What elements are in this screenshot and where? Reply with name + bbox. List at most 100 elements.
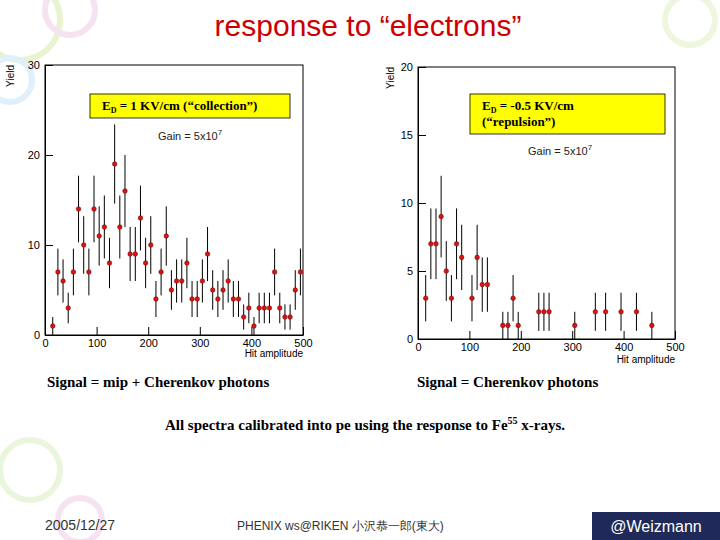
data-point <box>138 216 143 221</box>
y-axis-title: Yield <box>385 67 396 89</box>
gain-text: Gain = 5x10 <box>528 145 588 157</box>
x-tick: 100 <box>461 331 479 353</box>
data-point <box>449 296 454 301</box>
y-tick: 10 <box>401 197 426 209</box>
data-point <box>470 296 475 301</box>
data-point <box>262 306 267 311</box>
x-tick: 500 <box>666 331 684 353</box>
x-tick-mark <box>572 331 573 339</box>
data-point <box>112 162 117 167</box>
data-point <box>536 310 541 315</box>
x-tick-mark <box>251 327 252 335</box>
data-point <box>143 261 148 266</box>
y-tick-label: 0 <box>34 329 40 341</box>
y-tick-mark <box>418 135 426 136</box>
data-points <box>50 124 302 335</box>
x-tick: 200 <box>512 331 530 353</box>
x-tick-label: 0 <box>415 341 421 353</box>
data-point <box>252 324 257 329</box>
data-point <box>133 252 138 257</box>
data-point <box>154 297 159 302</box>
gain-label: Gain = 5x107 <box>528 143 593 157</box>
data-point <box>231 297 236 302</box>
data-point <box>205 252 210 257</box>
y-tick-mark <box>418 67 426 68</box>
x-tick-label: 100 <box>88 337 106 349</box>
x-tick: 400 <box>615 331 633 353</box>
x-tick: 500 <box>294 327 312 349</box>
data-point <box>92 207 97 212</box>
data-point <box>542 310 547 315</box>
data-point <box>179 279 184 284</box>
data-point <box>511 296 516 301</box>
data-point <box>107 261 112 266</box>
annotation-line: (“repulsion”) <box>482 114 555 129</box>
data-point <box>288 315 293 320</box>
annotation-box <box>90 94 290 118</box>
data-point <box>475 255 480 260</box>
data-point <box>293 288 298 293</box>
y-tick: 20 <box>401 61 426 73</box>
data-point <box>506 323 511 328</box>
x-tick: 200 <box>140 327 158 349</box>
data-point <box>123 189 128 194</box>
x-axis-line <box>46 335 304 336</box>
x-axis-title: Hit amplitude <box>245 348 304 359</box>
x-tick-label: 500 <box>294 337 312 349</box>
data-point <box>267 306 272 311</box>
data-point <box>76 207 81 212</box>
data-point <box>634 310 639 315</box>
x-tick-mark <box>97 327 98 335</box>
y-tick-mark <box>418 339 426 340</box>
decor-circle <box>0 440 60 500</box>
x-tick-label: 100 <box>461 341 479 353</box>
x-tick-label: 400 <box>615 341 633 353</box>
data-point <box>226 279 231 284</box>
chart: 010020030040050005101520YieldHit amplitu… <box>385 61 685 390</box>
gain-text: Gain = 5x10 <box>158 130 218 142</box>
data-point <box>56 270 61 275</box>
x-tick-label: 400 <box>243 337 261 349</box>
data-point <box>516 323 521 328</box>
data-point <box>298 270 303 275</box>
y-tick-mark <box>45 335 53 336</box>
x-tick-label: 500 <box>666 341 684 353</box>
data-point <box>454 242 459 247</box>
gain-exponent: 7 <box>588 143 593 152</box>
annotation-text: (“repulsion”) <box>482 114 555 129</box>
data-point <box>210 288 215 293</box>
data-point <box>434 242 439 247</box>
note-after: x-rays. <box>518 417 566 433</box>
y-tick-label: 0 <box>407 333 413 345</box>
data-point <box>593 310 598 315</box>
y-tick: 0 <box>34 329 53 341</box>
y-tick: 10 <box>28 239 53 251</box>
data-point <box>619 310 624 315</box>
y-tick-label: 30 <box>28 59 40 71</box>
data-point <box>247 306 252 311</box>
x-tick-mark <box>521 331 522 339</box>
data-point <box>71 270 76 275</box>
data-point <box>61 279 66 284</box>
plot-frame <box>45 65 303 335</box>
x-tick-mark <box>675 331 676 339</box>
x-tick-label: 200 <box>140 337 158 349</box>
data-point <box>603 310 608 315</box>
note-superscript: 55 <box>508 415 518 426</box>
y-tick-label: 15 <box>401 129 413 141</box>
data-point <box>118 225 123 230</box>
data-point <box>128 252 133 257</box>
annotation-line: = -0.5 KV/cm <box>496 98 574 113</box>
data-point <box>429 242 434 247</box>
data-point <box>277 306 282 311</box>
chart: 01002003004005000102030YieldHit amplitud… <box>5 59 313 390</box>
x-tick-mark <box>469 331 470 339</box>
data-point <box>50 324 55 329</box>
x-axis-line <box>419 339 676 340</box>
x-tick-mark <box>200 327 201 335</box>
data-point <box>87 270 92 275</box>
x-tick-label: 0 <box>42 337 48 349</box>
y-tick: 0 <box>407 333 426 345</box>
data-point <box>169 288 174 293</box>
y-axis: 05101520 <box>401 61 426 345</box>
